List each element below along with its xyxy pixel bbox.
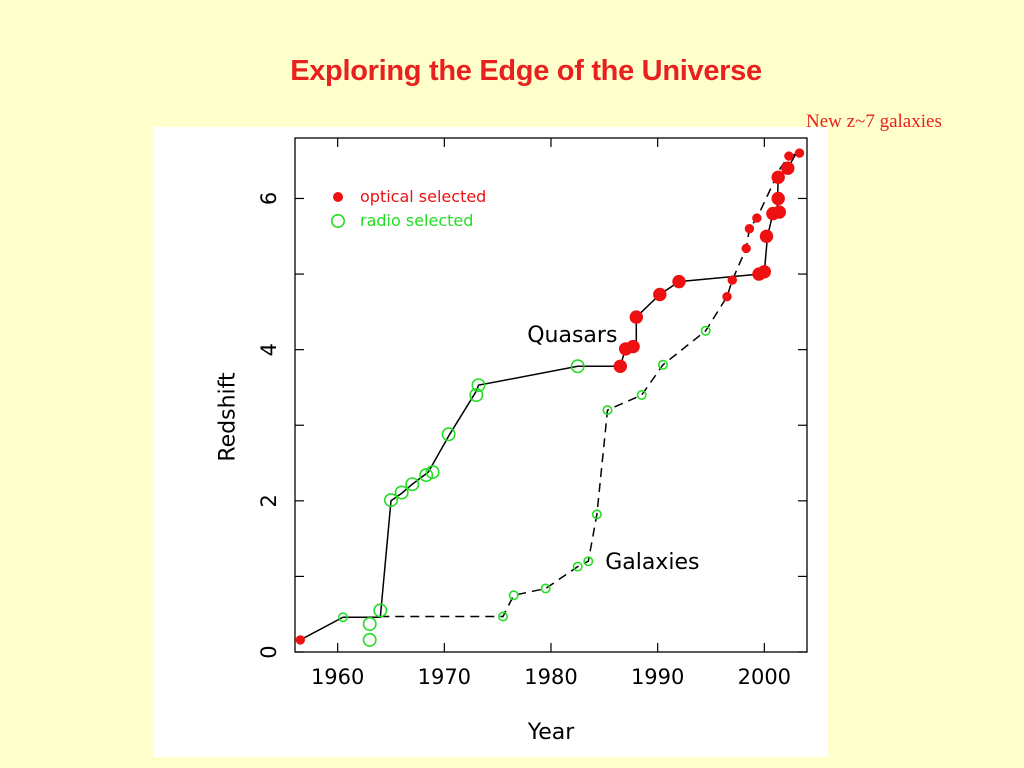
radio-point [636,389,647,400]
x-tick-label: 1970 [418,665,471,689]
legend-marker-optical [333,192,343,202]
y-tick-label: 2 [257,494,281,507]
optical-point [613,359,627,374]
radio-point [471,378,486,393]
slide-title: Exploring the Edge of the Universe [290,55,762,87]
x-tick-label: 2000 [738,665,791,689]
annotation-galaxies: Galaxies [605,550,699,575]
legend: optical selected radio selected [331,187,486,230]
radio-point [469,387,484,402]
legend-label-radio: radio selected [360,211,473,230]
radio-point [583,556,594,567]
optical-point [759,229,774,244]
radio-point [540,583,551,594]
radio-point [657,359,668,370]
x-axis-label: Year [527,720,576,745]
optical-point [771,170,785,184]
optical-point [727,275,737,285]
radio-point [602,405,613,416]
optical-point [626,339,640,354]
optical-point [772,205,786,219]
radio-point [570,359,585,374]
redshift-chart: 1960 1970 1980 1990 2000 0 2 4 6 Year Redshift opt… [216,137,808,745]
radio-point [508,590,519,601]
radio-point [425,465,440,480]
annotation-quasars: Quasars [527,323,617,348]
data-points [295,148,805,647]
radio-point [373,603,388,618]
radio-point [497,611,508,622]
legend-label-optical: optical selected [360,187,486,206]
y-tick-label: 6 [257,192,281,205]
radio-point [362,616,377,631]
radio-point [700,325,711,336]
optical-point [771,191,785,206]
radio-point [441,427,456,442]
x-tick-label: 1980 [524,665,577,689]
optical-point [794,148,805,158]
annotations: Quasars Galaxies [527,323,699,575]
optical-point [784,151,794,161]
optical-point [741,243,751,254]
slide-note: New z~7 galaxies [806,111,942,132]
optical-point [295,635,306,645]
optical-point [752,213,762,223]
axes: 1960 1970 1980 1990 2000 0 2 4 6 Year Redshift [216,138,807,745]
radio-point [362,632,377,647]
y-tick-label: 4 [257,343,281,356]
chart-panel: 1960 1970 1980 1990 2000 0 2 4 6 Year Redshift opt… [153,127,828,757]
optical-point [653,287,667,302]
y-axis-label: Redshift [216,372,241,462]
optical-point [629,310,643,324]
y-tick-label: 0 [257,645,281,658]
optical-point [781,161,795,175]
optical-point [744,224,755,234]
radio-point [572,561,583,572]
radio-point [338,612,349,623]
optical-point [722,292,732,302]
radio-point [384,493,399,508]
radio-point [394,485,409,500]
radio-point [591,509,602,520]
radio-point [405,477,420,492]
x-tick-label: 1990 [631,665,684,689]
x-tick-label: 1960 [311,665,364,689]
legend-marker-radio [331,214,346,229]
optical-point [757,265,771,279]
optical-point [672,274,686,289]
radio-point [419,468,434,483]
